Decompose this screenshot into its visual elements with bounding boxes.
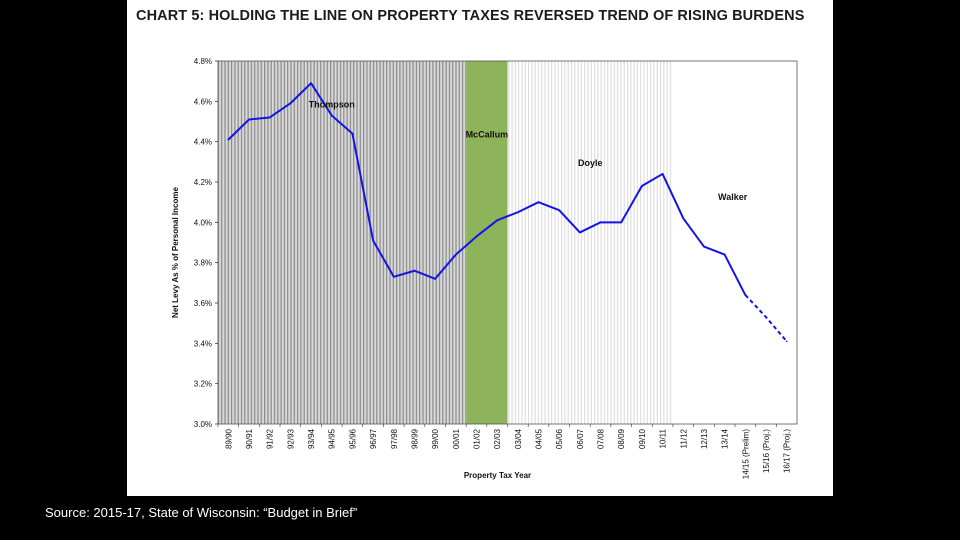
data-point bbox=[392, 275, 395, 278]
era-label-walker: Walker bbox=[718, 192, 748, 202]
x-tick-label: 02/03 bbox=[493, 428, 502, 449]
y-tick-label: 4.6% bbox=[194, 97, 212, 106]
data-line bbox=[227, 82, 788, 343]
x-tick-label: 13/14 bbox=[721, 428, 730, 449]
data-point bbox=[661, 173, 664, 175]
era-label-mccallum: McCallum bbox=[466, 130, 509, 140]
data-point bbox=[765, 316, 767, 318]
x-tick-label: 94/95 bbox=[328, 428, 337, 449]
series-line-actual bbox=[227, 82, 747, 296]
era-label-thompson: Thompson bbox=[309, 99, 355, 109]
y-tick-label: 3.2% bbox=[194, 380, 212, 389]
data-point bbox=[641, 185, 643, 187]
axes: 3.0% 3.2% 3.4% 3.6% 3.8% 4.0% 4.2% 4.4% 4.6% 4.8%… bbox=[194, 57, 798, 480]
y-tick-label: 4.4% bbox=[194, 138, 212, 147]
data-point bbox=[351, 132, 354, 135]
x-tick-label: 14/15 (Prelim) bbox=[741, 429, 750, 480]
x-tick-label: 92/93 bbox=[286, 428, 295, 449]
data-point bbox=[227, 138, 230, 141]
chart-title: CHART 5: HOLDING THE LINE ON PROPERTY TA… bbox=[136, 8, 805, 24]
data-point bbox=[579, 231, 581, 234]
x-tick-label: 09/10 bbox=[638, 428, 647, 449]
era-band-doyle bbox=[507, 61, 673, 424]
x-tick-label: 11/12 bbox=[679, 428, 688, 448]
x-tick-label: 90/91 bbox=[245, 428, 254, 449]
x-tick-label: 97/98 bbox=[390, 428, 399, 449]
source-note: Source: 2015-17, State of Wisconsin: “Bu… bbox=[45, 505, 358, 520]
data-point bbox=[248, 118, 250, 121]
era-band-mccallum bbox=[466, 61, 508, 424]
x-tick-label: 12/13 bbox=[700, 428, 709, 449]
x-tick-label: 93/94 bbox=[307, 428, 316, 449]
data-point bbox=[455, 253, 457, 256]
y-tick-label: 4.2% bbox=[194, 178, 212, 187]
y-tick-label: 3.4% bbox=[194, 339, 212, 348]
data-point bbox=[785, 340, 788, 343]
x-axis-title: Property Tax Year bbox=[464, 471, 531, 480]
data-point bbox=[723, 253, 726, 256]
x-tick-label: 96/97 bbox=[369, 428, 378, 449]
data-point bbox=[537, 201, 540, 203]
x-tick-label: 08/09 bbox=[617, 428, 626, 449]
x-tick-label: 05/06 bbox=[555, 428, 564, 449]
y-tick-label: 3.0% bbox=[194, 420, 212, 429]
data-point bbox=[703, 245, 705, 248]
y-axis-title: Net Levy As % of Personal Income bbox=[171, 187, 180, 318]
data-point bbox=[268, 116, 271, 119]
data-point bbox=[434, 278, 436, 280]
x-tick-label: 95/96 bbox=[348, 428, 357, 449]
data-point bbox=[517, 211, 519, 214]
x-tick-label: 89/90 bbox=[224, 428, 233, 449]
data-point bbox=[310, 82, 312, 84]
x-tick-label: 98/99 bbox=[410, 428, 419, 449]
era-band-thompson bbox=[218, 61, 467, 424]
x-tick-label: 00/01 bbox=[452, 428, 461, 449]
x-tick-label: 10/11 bbox=[659, 428, 668, 448]
x-tick-label: 91/92 bbox=[266, 428, 275, 449]
data-point bbox=[289, 102, 292, 105]
x-tick-label: 06/07 bbox=[576, 428, 585, 449]
x-tick-label: 01/02 bbox=[472, 428, 481, 449]
data-point bbox=[682, 217, 685, 220]
era-label-doyle: Doyle bbox=[578, 158, 603, 168]
data-point bbox=[372, 239, 374, 242]
data-point bbox=[413, 269, 416, 272]
x-tick-label: 15/16 (Proj.) bbox=[762, 429, 771, 473]
data-point bbox=[558, 209, 560, 212]
data-point bbox=[599, 221, 602, 224]
data-point bbox=[620, 221, 623, 224]
x-tick-label: 03/04 bbox=[514, 428, 523, 449]
x-tick-label: 16/17 (Proj.) bbox=[783, 429, 792, 473]
x-tick-label: 04/05 bbox=[535, 428, 544, 449]
y-tick-label: 3.8% bbox=[194, 259, 212, 268]
labels: Thompson McCallum Doyle Walker Property Tax … bbox=[171, 99, 748, 480]
y-tick-label: 4.8% bbox=[194, 57, 212, 66]
era-band-walker bbox=[672, 61, 797, 424]
era-bands bbox=[218, 61, 797, 424]
data-point bbox=[496, 219, 498, 222]
data-point bbox=[475, 235, 478, 238]
y-tick-label: 4.0% bbox=[194, 218, 212, 227]
y-tick-label: 3.6% bbox=[194, 299, 212, 308]
data-point bbox=[744, 294, 747, 296]
x-tick-label: 99/00 bbox=[431, 428, 440, 449]
x-tick-label: 07/08 bbox=[597, 428, 606, 449]
data-point bbox=[330, 114, 333, 117]
